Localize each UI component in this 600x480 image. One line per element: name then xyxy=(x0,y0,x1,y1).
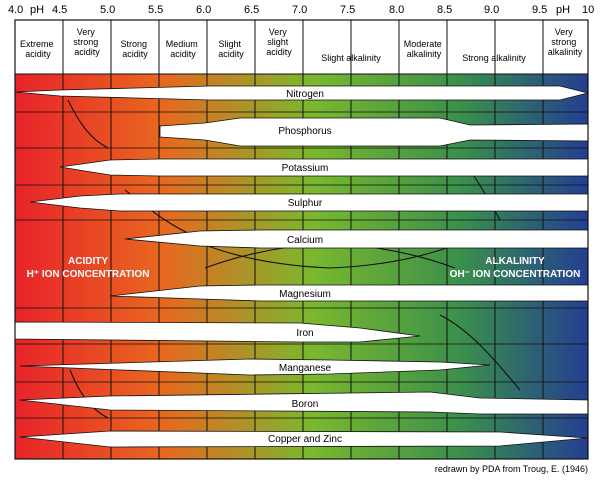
category-label-line: acidity xyxy=(170,49,196,59)
ph-scale: 4.0 pH 4.5 5.0 5.5 6.0 6.5 7.0 7.5 8.0 8… xyxy=(8,4,594,16)
ph-tick-label: 6.5 xyxy=(244,4,259,16)
diagram-frame xyxy=(14,19,589,460)
nutrient-label-phosphorus: Phosphorus xyxy=(278,126,331,137)
category-row-background xyxy=(15,22,588,74)
category-label-extreme-acidity: Extreme acidity xyxy=(20,39,56,59)
category-label-line: acidity xyxy=(74,47,100,57)
ion-concentration-labels: ACIDITY H⁺ ION CONCENTRATION ALKALINITY … xyxy=(27,256,581,280)
acidity-category-row: Extreme acidity Very strong acidity Stro… xyxy=(15,22,588,74)
category-label-line: acidity xyxy=(25,49,51,59)
nutrient-band-iron xyxy=(14,321,421,343)
category-label-strong-alkalinity: Strong alkalinity xyxy=(462,53,526,63)
ph-tick-label: 5.0 xyxy=(100,4,115,16)
category-label-medium-acidity: Medium acidity xyxy=(166,39,201,59)
ph-tick-label: 9.0 xyxy=(484,4,499,16)
nutrient-label-potassium: Potassium xyxy=(282,163,329,174)
nutrient-labels: Nitrogen Phosphorus Potassium Sulphur Ca… xyxy=(268,89,342,445)
category-label-line: Very xyxy=(269,27,288,37)
category-label-line: Medium xyxy=(166,39,198,49)
nutrient-band-calcium xyxy=(124,229,589,249)
category-label-line: Strong alkalinity xyxy=(462,53,526,63)
category-label-line: alkalinity xyxy=(407,49,442,59)
nutrient-label-sulphur: Sulphur xyxy=(288,198,323,209)
ph-tick-label: 7.0 xyxy=(292,4,307,16)
ph-tick-label: 9.5 xyxy=(532,4,547,16)
source-credit: redrawn by PDA from Troug, E. (1946) xyxy=(435,464,588,474)
nutrient-label-boron: Boron xyxy=(292,399,319,410)
nutrient-label-manganese: Manganese xyxy=(279,363,332,374)
ph-tick-label: 8.5 xyxy=(437,4,452,16)
category-label-line: Extreme xyxy=(20,39,54,49)
category-label-line: acidity xyxy=(122,49,148,59)
acidity-title: ACIDITY xyxy=(68,256,108,267)
category-label-line: alkalinity xyxy=(548,47,583,57)
ph-tick-label: 10 xyxy=(582,4,594,16)
category-label-line: slight xyxy=(267,37,289,47)
nutrient-label-calcium: Calcium xyxy=(287,235,323,246)
category-label-line: strong xyxy=(73,37,98,47)
category-label-line: Very xyxy=(555,27,574,37)
alkalinity-subtitle: OH⁻ ION CONCENTRATION xyxy=(450,269,581,280)
ph-unit-label-left: pH xyxy=(30,4,44,16)
category-label-line: Strong xyxy=(120,39,147,49)
ph-tick-label: 5.5 xyxy=(148,4,163,16)
category-label-very-strong-acidity: Very strong acidity xyxy=(73,27,101,57)
category-label-strong-acidity: Strong acidity xyxy=(120,39,149,59)
category-label-line: acidity xyxy=(266,47,292,57)
category-label-line: Very xyxy=(77,27,96,37)
ph-tick-label: 8.0 xyxy=(389,4,404,16)
acidity-subtitle: H⁺ ION CONCENTRATION xyxy=(27,269,150,280)
nutrient-label-nitrogen: Nitrogen xyxy=(286,89,324,100)
category-label-slight-acidity: Slight acidity xyxy=(218,39,244,59)
category-label-line: strong xyxy=(551,37,576,47)
category-label-moderate-alkalinity: Moderate alkalinity xyxy=(404,39,445,59)
nutrient-label-copper-and-zinc: Copper and Zinc xyxy=(268,434,342,445)
ph-tick-label: 4.5 xyxy=(52,4,67,16)
category-label-line: acidity xyxy=(218,49,244,59)
nutrient-band-manganese xyxy=(19,358,491,376)
category-label-very-slight-acidity: Very slight acidity xyxy=(266,27,292,57)
nutrient-label-iron: Iron xyxy=(296,328,313,339)
category-label-very-strong-alkalinity: Very strong alkalinity xyxy=(548,27,583,57)
ph-tick-label: 4.0 xyxy=(8,4,23,16)
alkalinity-title: ALKALINITY xyxy=(485,256,545,267)
nutrient-label-magnesium: Magnesium xyxy=(279,289,331,300)
category-label-line: Moderate xyxy=(404,39,442,49)
ph-tick-label: 6.0 xyxy=(196,4,211,16)
ph-tick-label: 7.5 xyxy=(340,4,355,16)
ph-unit-label-right: pH xyxy=(556,4,570,16)
category-label-line: Slight xyxy=(218,39,241,49)
